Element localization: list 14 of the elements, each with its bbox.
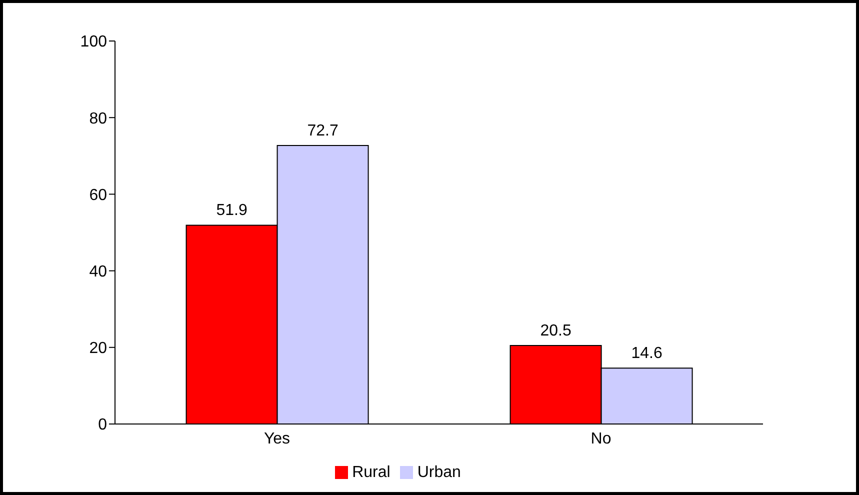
legend-label: Urban: [417, 464, 461, 481]
data-label: 51.9: [216, 202, 248, 220]
x-tick-label: No: [590, 430, 612, 448]
data-label: 72.7: [307, 122, 338, 140]
x-tick-label: Yes: [264, 430, 290, 448]
y-tick-label: 60: [89, 186, 108, 204]
y-tick-label: 0: [98, 416, 108, 434]
data-label: 20.5: [540, 322, 572, 340]
y-tick-label: 20: [89, 340, 108, 358]
y-tick-label: 100: [80, 34, 108, 51]
y-tick-label: 40: [89, 263, 108, 280]
legend-label: Rural: [352, 464, 390, 481]
y-tick-label: 80: [89, 110, 108, 128]
data-label: 14.6: [631, 345, 662, 362]
